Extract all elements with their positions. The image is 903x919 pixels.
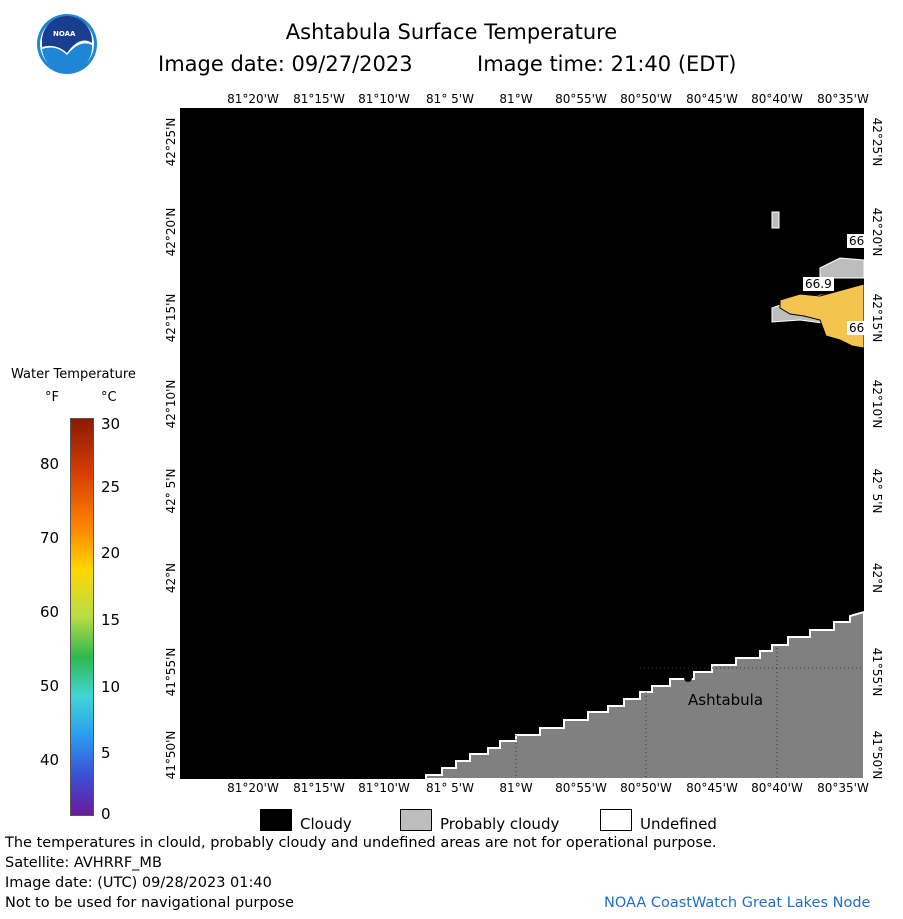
lon-label: 80°50'W: [620, 92, 672, 106]
logo-text: NOAA: [53, 30, 76, 38]
lat-label: 42°15'N: [870, 293, 884, 343]
lat-label: 42°25'N: [164, 117, 178, 167]
satellite-text: Satellite: AVHRRF_MB: [5, 855, 162, 871]
legend-unit-f: °F: [45, 390, 59, 405]
land-area: [425, 610, 864, 779]
tick-c: 15: [101, 611, 121, 629]
cloudy-label: Cloudy: [300, 815, 352, 833]
city-label: Ashtabula: [688, 691, 764, 709]
tick-c: 10: [101, 678, 121, 696]
lon-label: 81° 5'W: [426, 92, 474, 106]
lat-label: 42° 5'N: [870, 468, 884, 514]
temp-label: 66: [847, 321, 867, 335]
lon-label: 80°40'W: [751, 92, 803, 106]
image-date: Image date: 09/27/2023: [158, 52, 413, 76]
lon-label: 81°15'W: [293, 92, 345, 106]
page-title: Ashtabula Surface Temperature: [285, 20, 618, 44]
temp-label: 66.9: [803, 277, 834, 291]
lon-label: 81°15'W: [293, 781, 345, 795]
lon-label: 81°10'W: [358, 781, 410, 795]
utc-date-text: Image date: (UTC) 09/28/2023 01:40: [5, 875, 272, 891]
tick-c: 30: [101, 415, 121, 433]
lon-label: 81°20'W: [227, 781, 279, 795]
lat-label: 42°10'N: [164, 379, 178, 429]
temp-label: 66: [847, 234, 867, 248]
lon-label: 80°55'W: [555, 781, 607, 795]
lon-label: 81°W: [499, 92, 533, 106]
tick-f: 70: [40, 529, 60, 547]
image-time: Image time: 21:40 (EDT): [477, 52, 737, 76]
lat-label: 41°50'N: [870, 730, 884, 780]
tick-f: 40: [40, 751, 60, 769]
tick-f: 50: [40, 677, 60, 695]
lat-label: 42° 5'N: [164, 468, 178, 514]
lon-label: 81°W: [499, 781, 533, 795]
lon-label: 80°35'W: [817, 781, 869, 795]
lat-label: 42°20'N: [870, 207, 884, 257]
lon-label: 80°55'W: [555, 92, 607, 106]
lon-label: 81°10'W: [358, 92, 410, 106]
probably-cloudy-area: [819, 257, 864, 279]
tick-c: 20: [101, 544, 121, 562]
lon-label: 80°50'W: [620, 781, 672, 795]
tick-f: 80: [40, 455, 60, 473]
color-scale-bar: [70, 418, 94, 816]
tick-c: 0: [101, 805, 111, 823]
lat-label: 42°N: [870, 562, 884, 594]
cloudy-swatch: [260, 809, 292, 831]
noaa-logo: NOAA: [36, 13, 98, 75]
lat-label: 41°55'N: [164, 647, 178, 697]
undefined-label: Undefined: [640, 815, 717, 833]
lat-label: 42°10'N: [870, 379, 884, 429]
lon-label: 80°40'W: [751, 781, 803, 795]
warm-water-area: [779, 283, 864, 349]
lat-label: 42°N: [164, 562, 178, 594]
lon-label: 81° 5'W: [426, 781, 474, 795]
lon-label: 81°20'W: [227, 92, 279, 106]
tick-c: 5: [101, 744, 111, 762]
city-marker: [684, 674, 692, 682]
probably-cloudy-swatch: [400, 809, 432, 831]
navigation-warning: Not to be used for navigational purpose: [5, 895, 294, 911]
tick-f: 60: [40, 603, 60, 621]
probably-cloudy-area: [771, 211, 780, 229]
undefined-swatch: [600, 809, 632, 831]
legend-unit-c: °C: [101, 390, 117, 405]
credit-text: NOAA CoastWatch Great Lakes Node: [604, 895, 871, 911]
lon-label: 80°45'W: [686, 92, 738, 106]
lat-label: 41°55'N: [870, 647, 884, 697]
lat-label: 41°50'N: [164, 730, 178, 780]
tick-c: 25: [101, 478, 121, 496]
lon-label: 80°35'W: [817, 92, 869, 106]
lat-label: 42°20'N: [164, 207, 178, 257]
lon-label: 80°45'W: [686, 781, 738, 795]
temperature-map: [180, 108, 864, 779]
disclaimer-text: The temperatures in clould, probably clo…: [5, 835, 717, 851]
lat-label: 42°25'N: [870, 117, 884, 167]
legend-title: Water Temperature: [11, 367, 136, 382]
grid-lines: [515, 648, 864, 779]
probably-cloudy-label: Probably cloudy: [440, 815, 560, 833]
lat-label: 42°15'N: [164, 293, 178, 343]
